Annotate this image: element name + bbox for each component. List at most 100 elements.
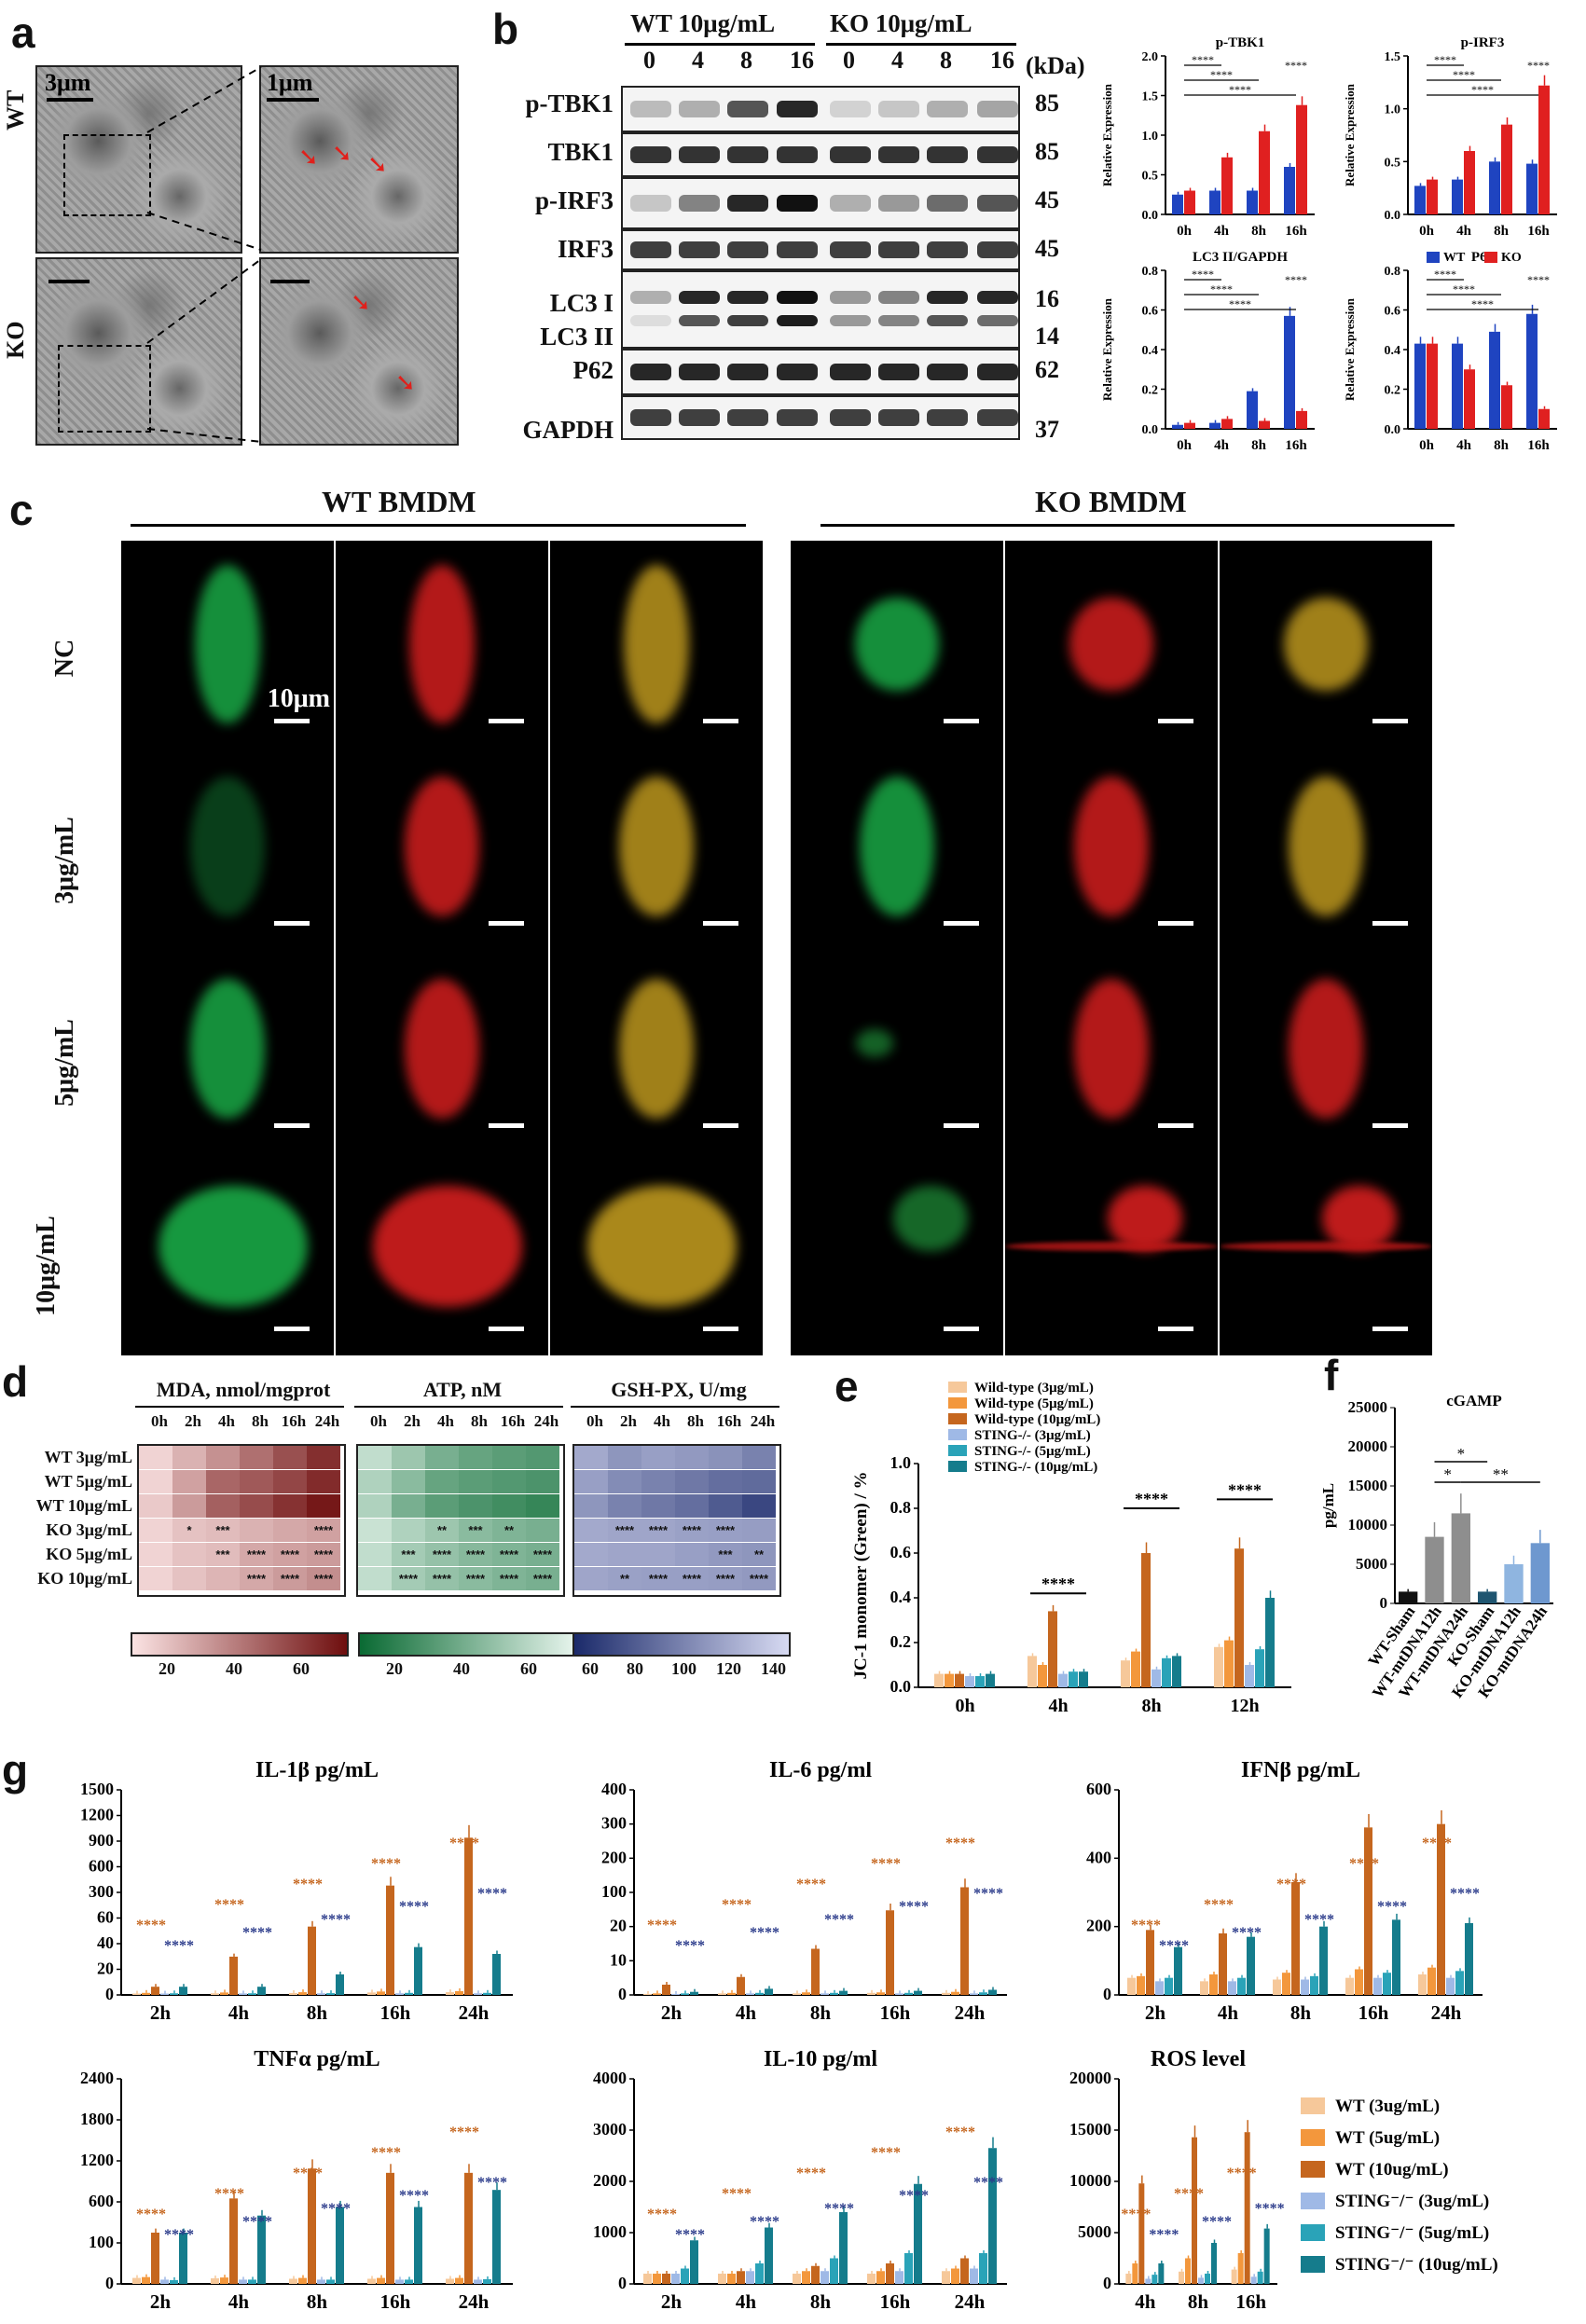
bar <box>690 2240 698 2284</box>
panel-label-d: d <box>2 1357 29 1406</box>
bar <box>367 2278 376 2284</box>
bar <box>988 2148 997 2284</box>
scale-bar <box>489 1123 524 1128</box>
blot-band <box>679 195 720 212</box>
y-tick-label: 100 <box>601 1882 627 1901</box>
bar <box>1296 104 1307 214</box>
heatmap-star: **** <box>246 1547 267 1561</box>
bar <box>681 1993 689 1995</box>
significance-label: **** <box>399 2188 429 2204</box>
y-tick-label: 2000 <box>593 2171 627 2190</box>
heatmap-cell <box>574 1567 608 1590</box>
bar <box>951 2268 959 2284</box>
confocal-image <box>1220 743 1432 950</box>
heatmap-cell <box>709 1494 742 1518</box>
bar <box>1263 2228 1270 2284</box>
blot-band <box>878 409 919 426</box>
bar <box>455 2277 463 2284</box>
bar <box>151 1987 159 1995</box>
y-tick-label: 400 <box>1086 1848 1111 1866</box>
bar <box>1392 1919 1400 1995</box>
blot-band <box>727 241 768 258</box>
y-tick-label: 0.4 <box>890 1588 912 1606</box>
bar <box>839 1990 848 1995</box>
bar <box>179 2233 187 2284</box>
bar <box>308 1926 316 1995</box>
significance-label: **** <box>722 1897 752 1913</box>
wb-timepoint: 16 <box>790 47 814 74</box>
heatmap-cell <box>172 1446 206 1469</box>
em-ko-zoom: ➘ ➘ <box>259 257 459 446</box>
heatmap-cell <box>459 1446 492 1469</box>
significance-label: **** <box>1229 297 1251 310</box>
blot-kda: 45 <box>1035 186 1059 213</box>
heatmap-cell <box>172 1567 206 1590</box>
bar <box>821 2271 829 2284</box>
heatmap-star: **** <box>715 1523 736 1537</box>
heatmap-row-label: KO 3μg/mL <box>46 1520 132 1539</box>
scale-bar <box>944 1327 979 1331</box>
y-tick-label: 0.2 <box>1385 384 1401 398</box>
bar <box>483 2278 491 2284</box>
bar <box>211 1993 219 1995</box>
x-tick-label: 2h <box>661 2001 683 2024</box>
scale-bar <box>274 1123 310 1128</box>
bar <box>1319 1926 1328 1995</box>
y-tick-label: 1.5 <box>1385 50 1401 64</box>
y-axis-label: Relative Expression <box>1100 297 1114 401</box>
bar <box>1234 1548 1244 1687</box>
blot-band <box>830 101 871 117</box>
confocal-image <box>550 541 763 748</box>
legend-swatch <box>1484 252 1497 263</box>
y-tick-label: 20 <box>97 1960 114 1978</box>
scale-bar <box>274 1327 310 1331</box>
confocal-row-label: 10μg/mL <box>32 1216 61 1316</box>
heatmap-star: ** <box>619 1572 630 1586</box>
bar <box>1184 422 1195 429</box>
heatmap-cell <box>273 1446 307 1469</box>
bar <box>960 2258 969 2284</box>
y-axis-label: JC-1 monomer (Green) / % <box>851 1471 871 1679</box>
significance-label: **** <box>1285 273 1307 286</box>
bar <box>965 1676 974 1687</box>
heatmap-cell <box>139 1519 172 1542</box>
confocal-scale-label: 10μm <box>267 684 330 713</box>
heatmap-cell <box>709 1446 742 1469</box>
heatmap-cell <box>742 1470 776 1493</box>
y-axis-label: pg/mL <box>1319 1483 1337 1528</box>
x-tick-label: 16h <box>1527 438 1550 453</box>
x-tick-label: 16h <box>880 2290 911 2313</box>
scale-bar <box>944 1123 979 1128</box>
blot-band <box>927 364 968 380</box>
bar <box>1296 410 1307 429</box>
bar <box>1501 385 1512 429</box>
significance-label: ** <box>1493 1465 1509 1483</box>
scale-bar <box>489 719 524 723</box>
significance-label: * <box>1443 1465 1452 1483</box>
heatmap-star: **** <box>398 1572 419 1586</box>
wb-timepoint: 4 <box>692 47 704 74</box>
heatmap-cell <box>307 1446 340 1469</box>
y-tick-label: 0.5 <box>1385 156 1401 170</box>
heatmap-star: **** <box>465 1547 486 1561</box>
heatmap-cell <box>608 1446 641 1469</box>
legend-label: STING⁻/⁻ (3ug/mL) <box>1335 2192 1489 2211</box>
bar <box>1455 1971 1464 1995</box>
legend-swatch <box>1427 252 1440 263</box>
bar <box>1427 1967 1436 1995</box>
heatmap-cell: **** <box>273 1567 307 1590</box>
bar <box>1489 331 1500 429</box>
heatmap-cell: **** <box>675 1519 709 1542</box>
heatmap-star: **** <box>648 1523 669 1537</box>
blot-band <box>679 315 720 326</box>
blot-band <box>830 195 871 212</box>
heatmap-time-label: 8h <box>471 1412 488 1430</box>
significance-label: **** <box>1285 59 1307 72</box>
bar <box>248 1993 256 1995</box>
y-tick-label: 20000 <box>1069 2069 1111 2087</box>
bar <box>1224 1640 1234 1687</box>
colorbar-tick: 60 <box>582 1659 599 1678</box>
legend-label: KO <box>1501 251 1522 265</box>
y-tick-label: 0.0 <box>1385 423 1401 437</box>
bar <box>239 2279 247 2284</box>
